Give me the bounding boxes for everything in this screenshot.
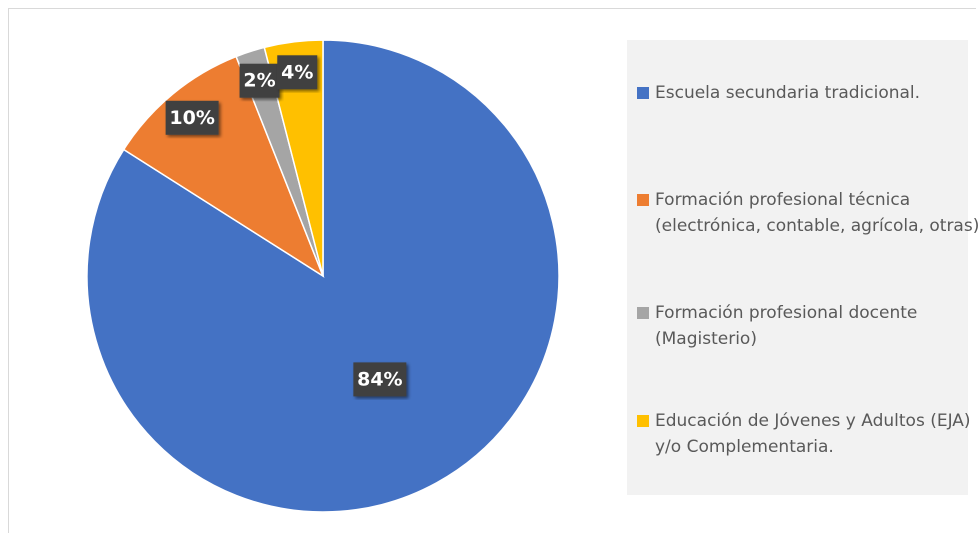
data-label-box <box>239 63 280 98</box>
legend-text: Formación profesional docente (Magisteri… <box>655 303 918 349</box>
legend-swatch <box>637 194 649 206</box>
data-label-text: 10% <box>169 107 214 129</box>
data-label-text: 4% <box>281 61 313 83</box>
data-label: 4% <box>277 55 318 90</box>
legend: Escuela secundaria tradicional. Formación… <box>627 40 978 495</box>
data-label-box <box>277 55 318 90</box>
data-label: 10% <box>165 100 219 135</box>
data-label-box <box>353 362 407 397</box>
legend-text: Formación profesional técnica (electróni… <box>655 190 978 236</box>
legend-text: Escuela secundaria tradicional. <box>655 83 921 103</box>
legend-item: Escuela secundaria tradicional. <box>637 80 978 106</box>
legend-item: Formación profesional técnica (electróni… <box>637 187 978 239</box>
pie-slice <box>263 39 324 277</box>
legend-swatch <box>637 87 649 99</box>
data-label-text: 84% <box>357 368 402 390</box>
chart-frame <box>8 8 976 533</box>
legend-swatch <box>637 415 649 427</box>
legend-item: Formación profesional docente (Magisteri… <box>637 300 978 352</box>
legend-swatch <box>637 307 649 319</box>
data-label: 2% <box>239 63 280 98</box>
legend-text: Educación de Jóvenes y Adultos (EJA) y/o… <box>655 411 971 457</box>
data-label-box <box>165 100 219 135</box>
data-label-text: 2% <box>243 70 275 92</box>
data-label: 84% <box>353 362 407 397</box>
legend-item: Educación de Jóvenes y Adultos (EJA) y/o… <box>637 408 978 460</box>
